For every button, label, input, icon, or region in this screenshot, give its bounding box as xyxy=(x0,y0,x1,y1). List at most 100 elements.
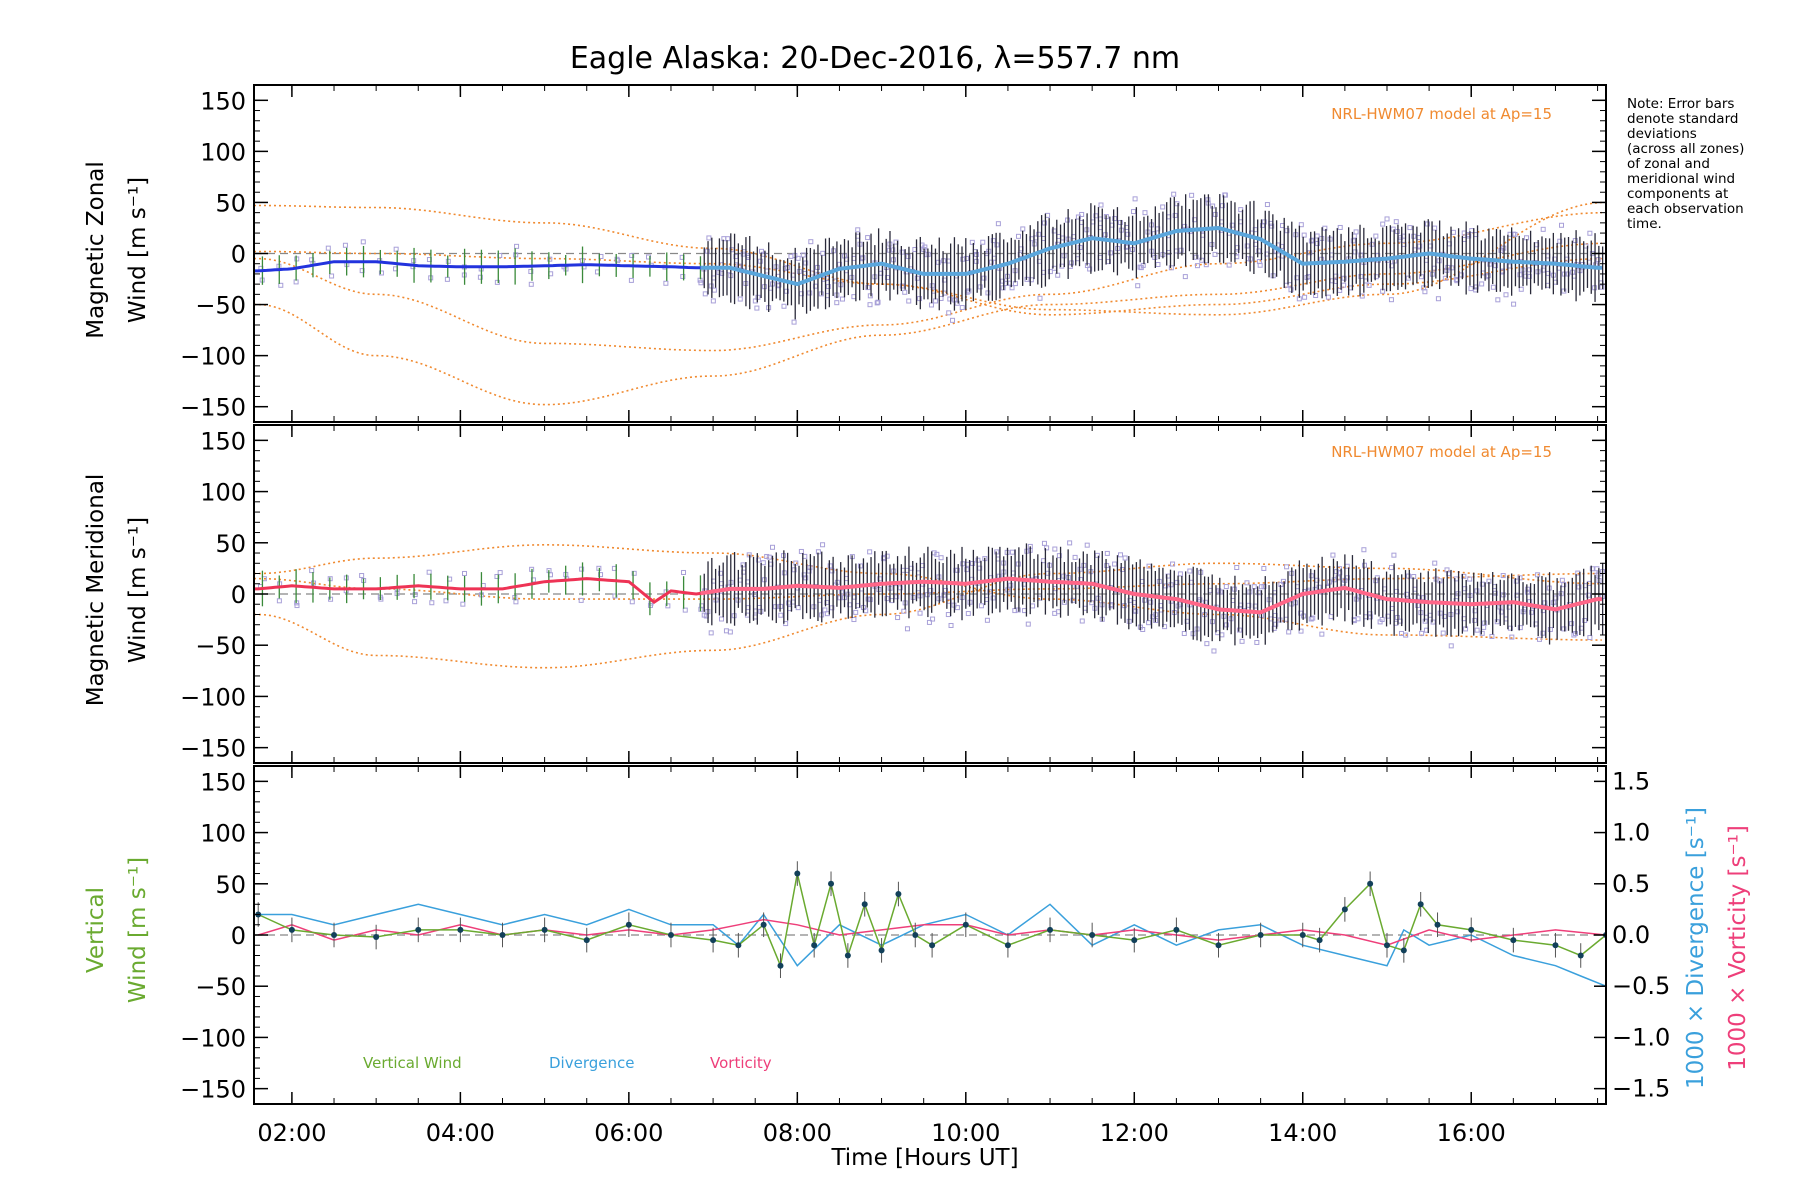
scatter-point xyxy=(1540,226,1546,232)
scatter-point xyxy=(1308,616,1314,622)
scatter-point xyxy=(429,600,435,606)
scatter-point xyxy=(905,254,911,260)
scatter-point xyxy=(1358,273,1364,279)
scatter-point xyxy=(462,570,468,576)
scatter-point xyxy=(1511,301,1517,307)
scatter-point xyxy=(1310,615,1316,621)
scatter-point xyxy=(1203,262,1209,268)
scatter-point xyxy=(528,269,534,275)
y-tick-label: 100 xyxy=(200,138,246,166)
scatter-point xyxy=(1009,285,1015,291)
scatter-point xyxy=(1547,627,1553,633)
scatter-point xyxy=(1028,277,1034,283)
scatter-point xyxy=(825,284,831,290)
scatter-point xyxy=(1254,639,1260,645)
scatter-point xyxy=(342,242,348,248)
vertical-wind-point xyxy=(710,937,717,944)
scatter-point xyxy=(791,567,797,573)
scatter-point xyxy=(874,300,880,306)
scatter-point xyxy=(973,258,979,264)
x-tick-label: 10:00 xyxy=(931,1119,1000,1147)
scatter-point xyxy=(764,553,770,559)
scatter-point xyxy=(1314,241,1320,247)
scatter-point xyxy=(706,235,712,241)
note-line: each observation xyxy=(1627,201,1744,217)
scatter-point xyxy=(1352,249,1358,255)
scatter-point xyxy=(598,572,604,578)
y-tick-label: −150 xyxy=(180,1076,246,1104)
scatter-point xyxy=(1479,281,1485,287)
scatter-point xyxy=(970,560,976,566)
legend-divergence: Divergence xyxy=(549,1054,634,1072)
scatter-point xyxy=(930,616,936,622)
scatter-point xyxy=(1527,267,1533,273)
scatter-point xyxy=(959,305,965,311)
vertical-wind-point xyxy=(331,932,338,938)
meridional-panel: −150 −100 −50 0 50 100 150 xyxy=(180,424,1607,764)
scatter-point xyxy=(1358,252,1364,258)
scatter-point xyxy=(914,275,920,281)
scatter-point xyxy=(631,570,637,576)
mean-wind-line-dense xyxy=(700,225,1602,287)
vertical-wind-point xyxy=(667,932,674,938)
scatter-point xyxy=(681,569,687,575)
scatter-point xyxy=(1313,293,1319,299)
scatter-point xyxy=(1224,622,1230,628)
scatter-point xyxy=(867,293,873,299)
vertical-wind-point xyxy=(415,926,422,933)
scatter-point xyxy=(776,282,782,288)
scatter-point xyxy=(1405,275,1411,281)
x-tick-label: 08:00 xyxy=(763,1119,832,1147)
scatter-point xyxy=(840,296,846,302)
scatter-point xyxy=(1407,225,1413,231)
scatter-point xyxy=(1273,621,1279,627)
vertical-wind-point xyxy=(895,891,902,898)
scatter-point xyxy=(1415,602,1421,608)
vertical-wind-point xyxy=(1047,926,1054,933)
scatter-point xyxy=(1177,571,1183,577)
x-tick-label: 16:00 xyxy=(1437,1119,1506,1147)
y-tick-label: −100 xyxy=(180,1024,246,1052)
scatter-point xyxy=(875,299,881,305)
scatter-point xyxy=(1589,566,1595,572)
note-line: time. xyxy=(1627,216,1662,232)
scatter-point xyxy=(785,600,791,606)
scatter-point xyxy=(1424,221,1430,227)
scatter-point xyxy=(628,277,634,283)
scatter-point xyxy=(853,609,859,615)
y2-tick-label: 0.0 xyxy=(1612,921,1650,949)
vertical-wind-point xyxy=(1400,947,1407,954)
scatter-point xyxy=(1495,297,1501,303)
scatter-point xyxy=(1234,565,1240,571)
vertical-ylabel: Vertical Wind [m s⁻¹] xyxy=(83,857,151,1003)
scatter-point xyxy=(612,593,618,599)
scatter-point xyxy=(1112,561,1118,567)
scatter-point xyxy=(1239,638,1245,644)
scatter-point xyxy=(1140,262,1146,268)
scatter-point xyxy=(737,296,743,302)
scatter-point xyxy=(867,302,873,308)
scatter-point xyxy=(1286,629,1292,635)
scatter-point xyxy=(1467,576,1473,582)
scatter-point xyxy=(1435,296,1441,302)
scatter-point xyxy=(933,298,939,304)
scatter-point xyxy=(964,255,970,261)
scatter-point xyxy=(1503,292,1509,298)
scatter-point xyxy=(838,589,844,595)
x-tick-label: 12:00 xyxy=(1100,1119,1169,1147)
scatter-point xyxy=(1098,202,1104,208)
scatter-point xyxy=(1529,609,1535,615)
scatter-point xyxy=(1256,248,1262,254)
scatter-point xyxy=(1072,554,1078,560)
scatter-point xyxy=(867,597,873,603)
vertical-wind-point xyxy=(929,942,936,949)
scatter-point xyxy=(1513,578,1519,584)
scatter-point xyxy=(528,281,534,287)
scatter-point xyxy=(1155,261,1161,267)
scatter-point xyxy=(513,599,519,605)
scatter-point xyxy=(412,599,418,605)
scatter-point xyxy=(1223,584,1229,590)
scatter-point xyxy=(1112,216,1118,222)
vorticity-line xyxy=(257,918,1606,946)
scatter-point xyxy=(1500,592,1506,598)
